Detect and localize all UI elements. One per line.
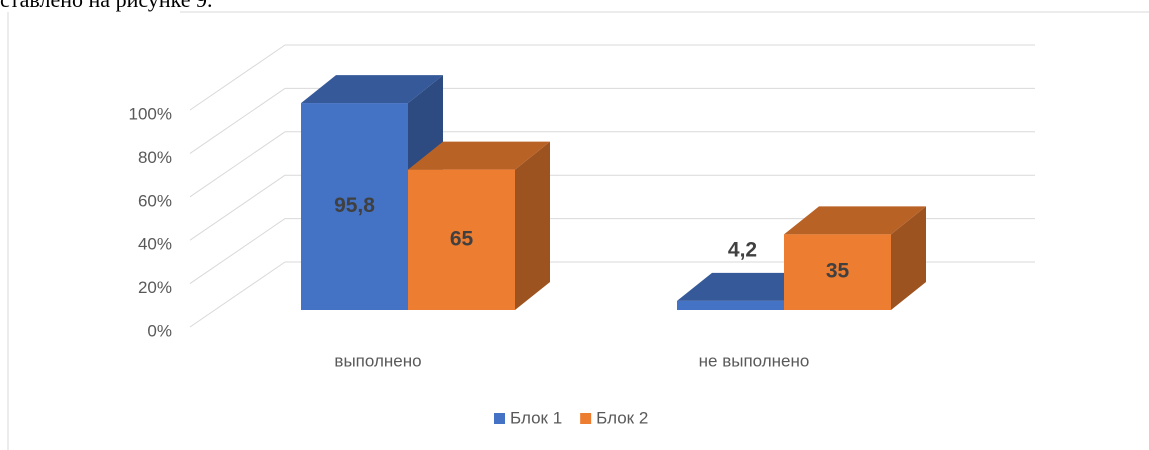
grid-line <box>189 87 286 154</box>
y-tick-label: 40% <box>138 235 172 254</box>
page-text: ставлено на рисунке 9. <box>0 0 213 12</box>
data-label: 35 <box>826 260 850 283</box>
x-tick-label: выполнено <box>334 351 421 370</box>
x-tick-label: не выполнено <box>699 351 810 370</box>
bar-side <box>515 141 550 310</box>
legend-label: Блок 2 <box>596 408 648 427</box>
legend-swatch <box>580 413 592 424</box>
grid-line <box>189 174 286 241</box>
y-tick-label: 20% <box>138 278 172 297</box>
bar-side <box>891 206 926 310</box>
bar-top <box>301 75 443 104</box>
bar <box>677 300 784 310</box>
grid-line <box>189 44 286 111</box>
data-label: 65 <box>450 227 474 250</box>
grid-line <box>189 261 286 328</box>
bar-top <box>408 141 550 170</box>
bar <box>301 103 408 311</box>
legend-label: Блок 1 <box>510 408 562 427</box>
data-label: 95,8 <box>334 194 375 217</box>
bar-top <box>677 272 819 301</box>
bar-top <box>784 206 926 235</box>
data-label: 4,2 <box>728 238 757 261</box>
y-tick-label: 60% <box>138 191 172 210</box>
bar <box>784 234 891 310</box>
bar <box>408 169 515 310</box>
y-tick-label: 80% <box>138 148 172 167</box>
legend-swatch <box>494 413 505 424</box>
grid-line <box>189 218 286 285</box>
y-tick-label: 100% <box>129 104 172 123</box>
grid-line <box>189 131 286 198</box>
y-tick-label: 0% <box>147 321 172 340</box>
